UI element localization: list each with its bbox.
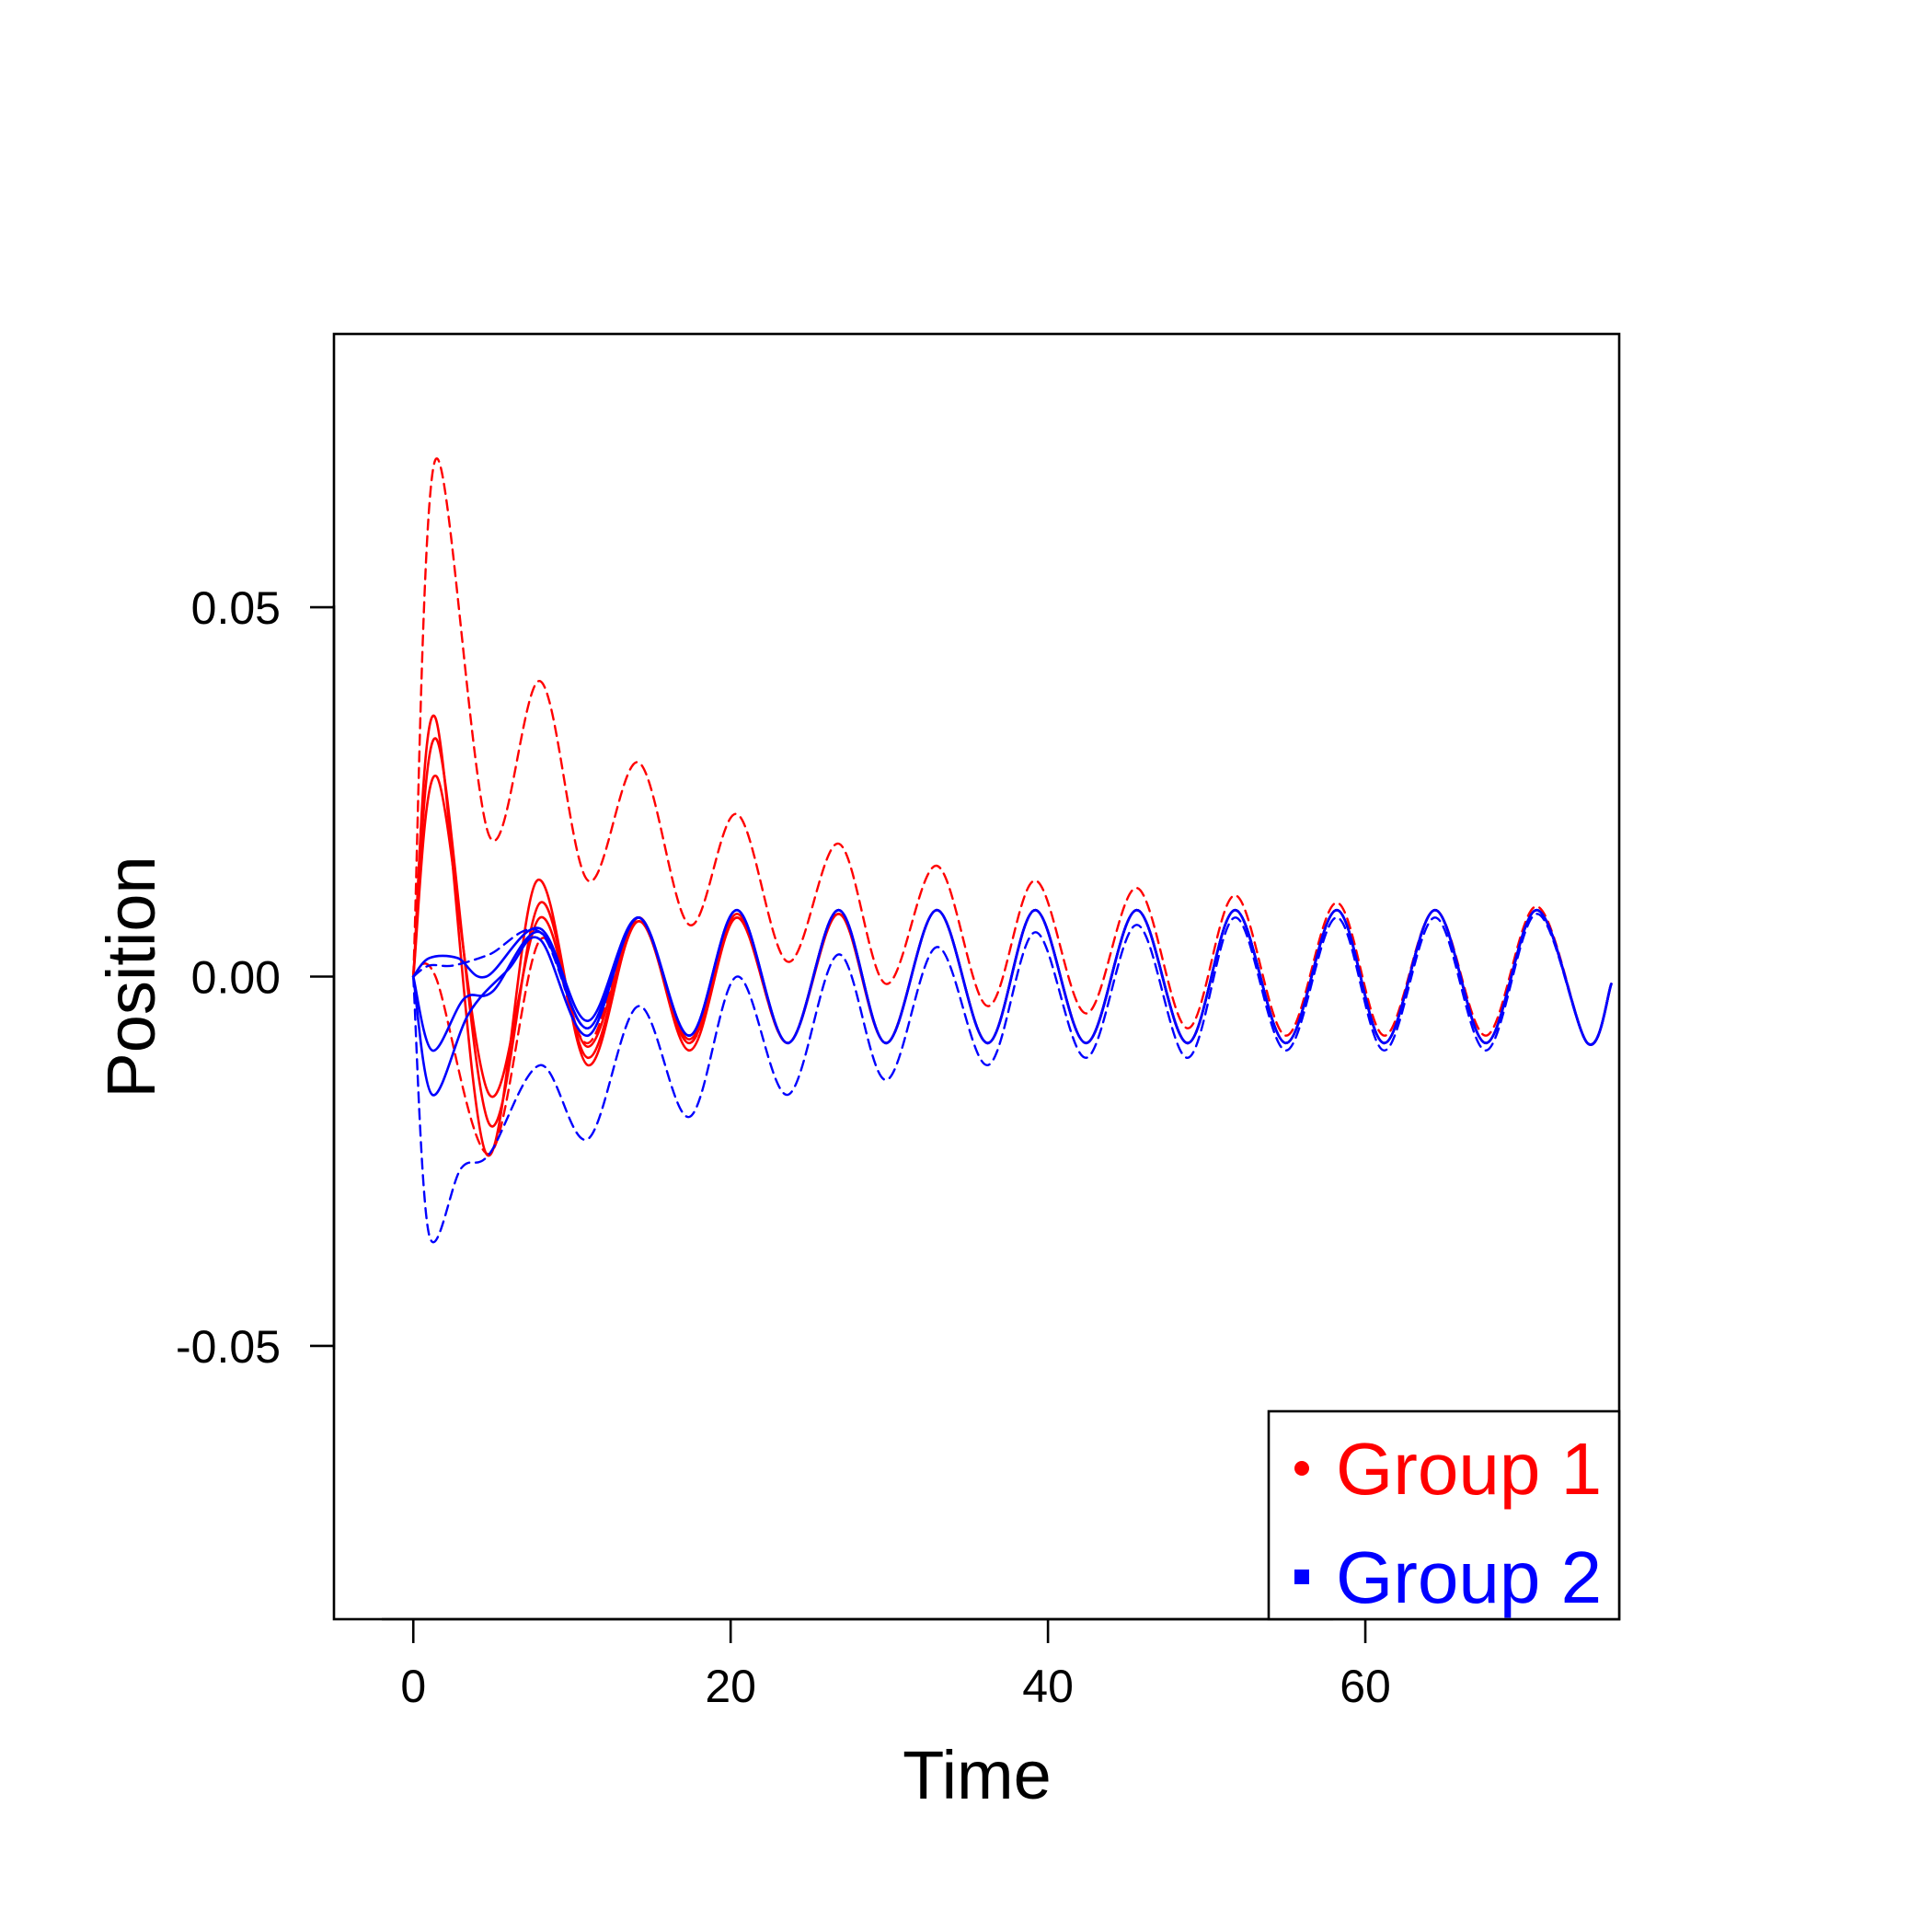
legend-box (1267, 1409, 1621, 1621)
group-2-trajectory-line-8 (411, 908, 1613, 1097)
legend-marker-group-1 (1294, 1461, 1309, 1476)
x-tick-label: 0 (400, 1661, 426, 1712)
group-2-lower-line-9 (412, 913, 1613, 1244)
y-axis-title: Position (93, 856, 169, 1098)
legend-label-group-1: Group 1 (1336, 1428, 1602, 1510)
x-tick-label: 60 (1340, 1661, 1391, 1712)
y-axis: -0.05 0.00 0.05 Position (93, 582, 336, 1373)
legend-label-group-2: Group 2 (1336, 1536, 1602, 1618)
y-tick-label: 0.05 (191, 582, 281, 634)
legend-marker-group-2 (1294, 1570, 1309, 1584)
x-axis-title: Time (903, 1737, 1052, 1813)
series-layer (411, 457, 1613, 1244)
y-tick-label: -0.05 (176, 1321, 281, 1373)
x-tick-label: 40 (1022, 1661, 1074, 1712)
y-tick-label: 0.00 (191, 952, 281, 1004)
x-axis: 0 20 40 60 Time (382, 1617, 1391, 1813)
group-1-trajectory-line-1 (411, 714, 1613, 1157)
group-1-upper-line-0 (412, 457, 1613, 1046)
legend: Group 1 Group 2 (1267, 1409, 1621, 1621)
x-tick-label: 20 (705, 1661, 756, 1712)
group-1-trajectory-line-2 (411, 737, 1613, 1128)
